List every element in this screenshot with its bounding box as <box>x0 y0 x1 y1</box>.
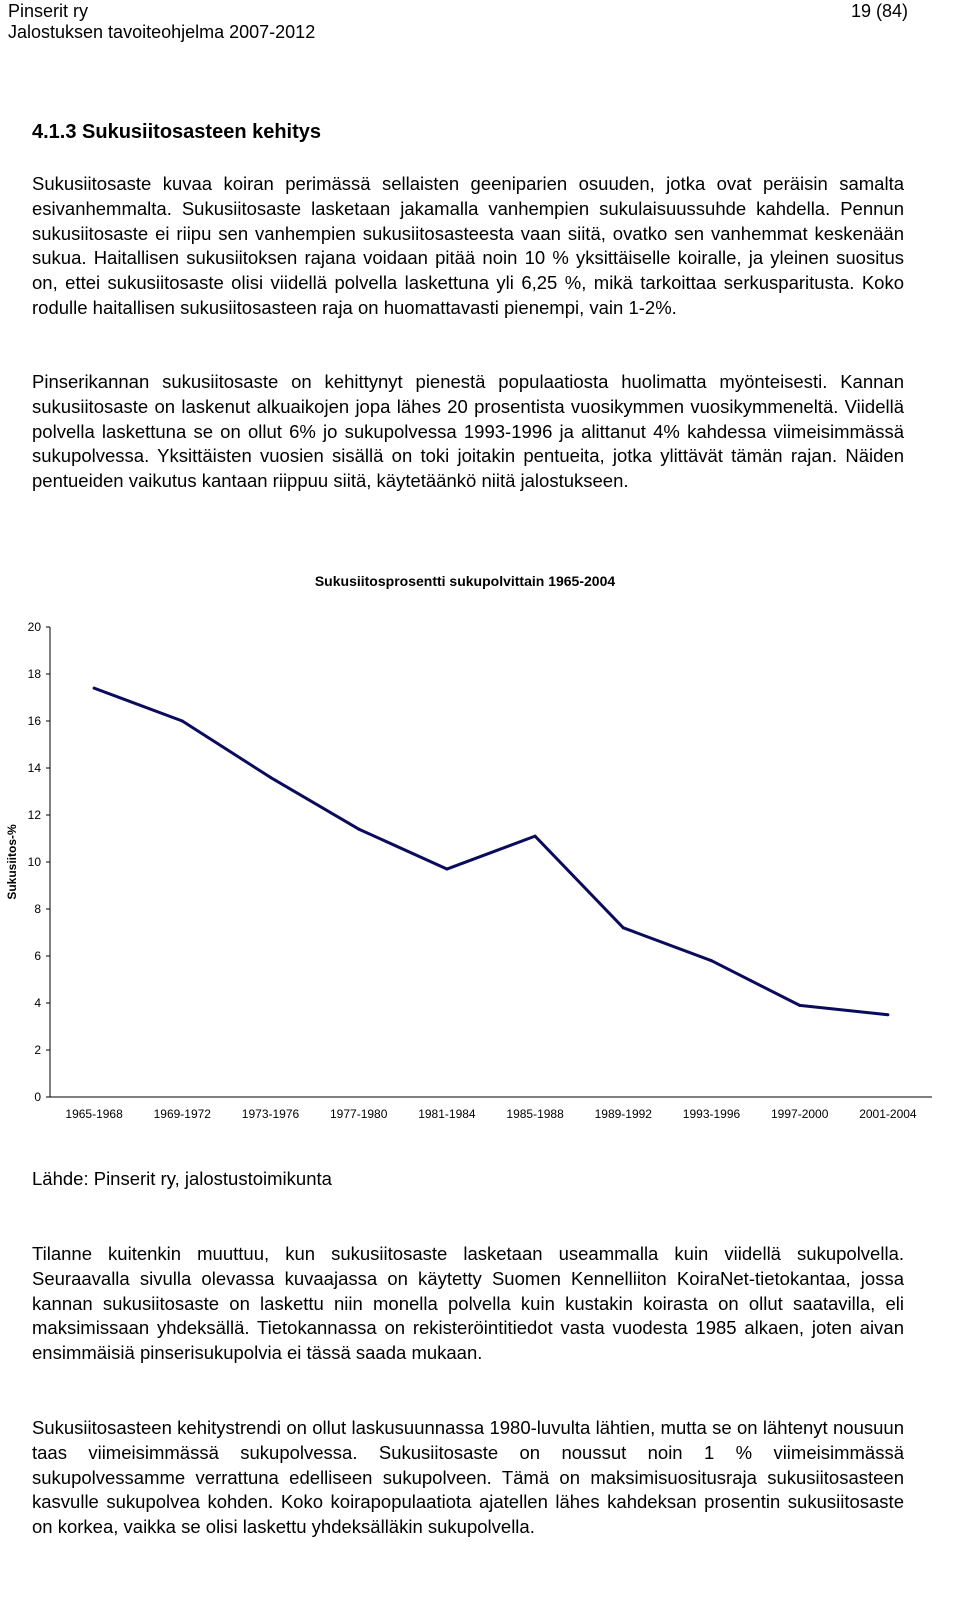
x-tick-label: 1973-1976 <box>242 1107 300 1121</box>
y-tick-label: 8 <box>34 902 41 916</box>
data-point <box>269 775 272 779</box>
inbreeding-line-chart: Sukusiitosprosentti sukupolvittain 1965-… <box>5 573 932 1121</box>
x-tick-label: 1965-1968 <box>65 1107 123 1121</box>
y-tick-label: 10 <box>28 855 42 869</box>
y-axis-label: Sukusiitos-% <box>5 824 19 900</box>
page-number: 19 (84) <box>850 1 908 21</box>
series-layer <box>92 686 890 1017</box>
x-axis-ticks: 1965-1968 1969-1972 1973-1976 1977-1980 1981… <box>65 1107 917 1121</box>
x-tick-label: 1989-1992 <box>595 1107 653 1121</box>
x-tick-label: 1981-1984 <box>418 1107 476 1121</box>
paragraph-database-note: Tilanne kuitenkin muuttuu, kun sukusiito… <box>32 1243 904 1364</box>
y-tick-label: 20 <box>28 620 42 634</box>
data-point <box>92 686 96 690</box>
section-heading: 4.1.3 Sukusiitosasteen kehitys <box>32 121 322 143</box>
data-point <box>180 719 184 723</box>
data-point <box>798 1003 802 1007</box>
y-tick-label: 16 <box>28 714 42 728</box>
x-tick-label: 1969-1972 <box>154 1107 212 1121</box>
data-point <box>886 1013 890 1017</box>
chart-title: Sukusiitosprosentti sukupolvittain 1965-… <box>315 573 616 589</box>
paragraph-recent-trend: Sukusiitosasteen kehitystrendi on ollut … <box>32 1417 904 1538</box>
x-tick-label: 2001-2004 <box>859 1107 917 1121</box>
y-tick-label: 0 <box>34 1090 41 1104</box>
y-axis-ticks: 0 2 4 6 8 10 12 14 16 18 20 <box>28 620 50 1104</box>
y-tick-label: 12 <box>28 808 42 822</box>
series-line <box>93 686 889 1017</box>
paragraph-population-trend: Pinserikannan sukusiitosaste on kehittyn… <box>32 371 904 492</box>
y-tick-label: 4 <box>34 996 41 1010</box>
y-tick-label: 2 <box>34 1043 41 1057</box>
data-point <box>621 926 625 930</box>
data-point <box>533 834 537 838</box>
organization-name: Pinserit ry <box>8 1 89 21</box>
y-tick-label: 14 <box>28 761 42 775</box>
x-tick-label: 1997-2000 <box>771 1107 829 1121</box>
data-point <box>357 827 361 831</box>
x-tick-label: 1985-1988 <box>506 1107 564 1121</box>
chart-source: Lähde: Pinserit ry, jalostustoimikunta <box>32 1168 332 1189</box>
data-point <box>445 867 449 871</box>
paragraph-inbreeding-definition: Sukusiitosaste kuvaa koiran perimässä se… <box>32 173 904 318</box>
y-tick-label: 6 <box>34 949 41 963</box>
x-tick-label: 1993-1996 <box>683 1107 741 1121</box>
document-title: Jalostuksen tavoiteohjelma 2007-2012 <box>8 22 316 42</box>
x-tick-label: 1977-1980 <box>330 1107 388 1121</box>
y-tick-label: 18 <box>28 667 42 681</box>
data-point <box>710 959 713 963</box>
